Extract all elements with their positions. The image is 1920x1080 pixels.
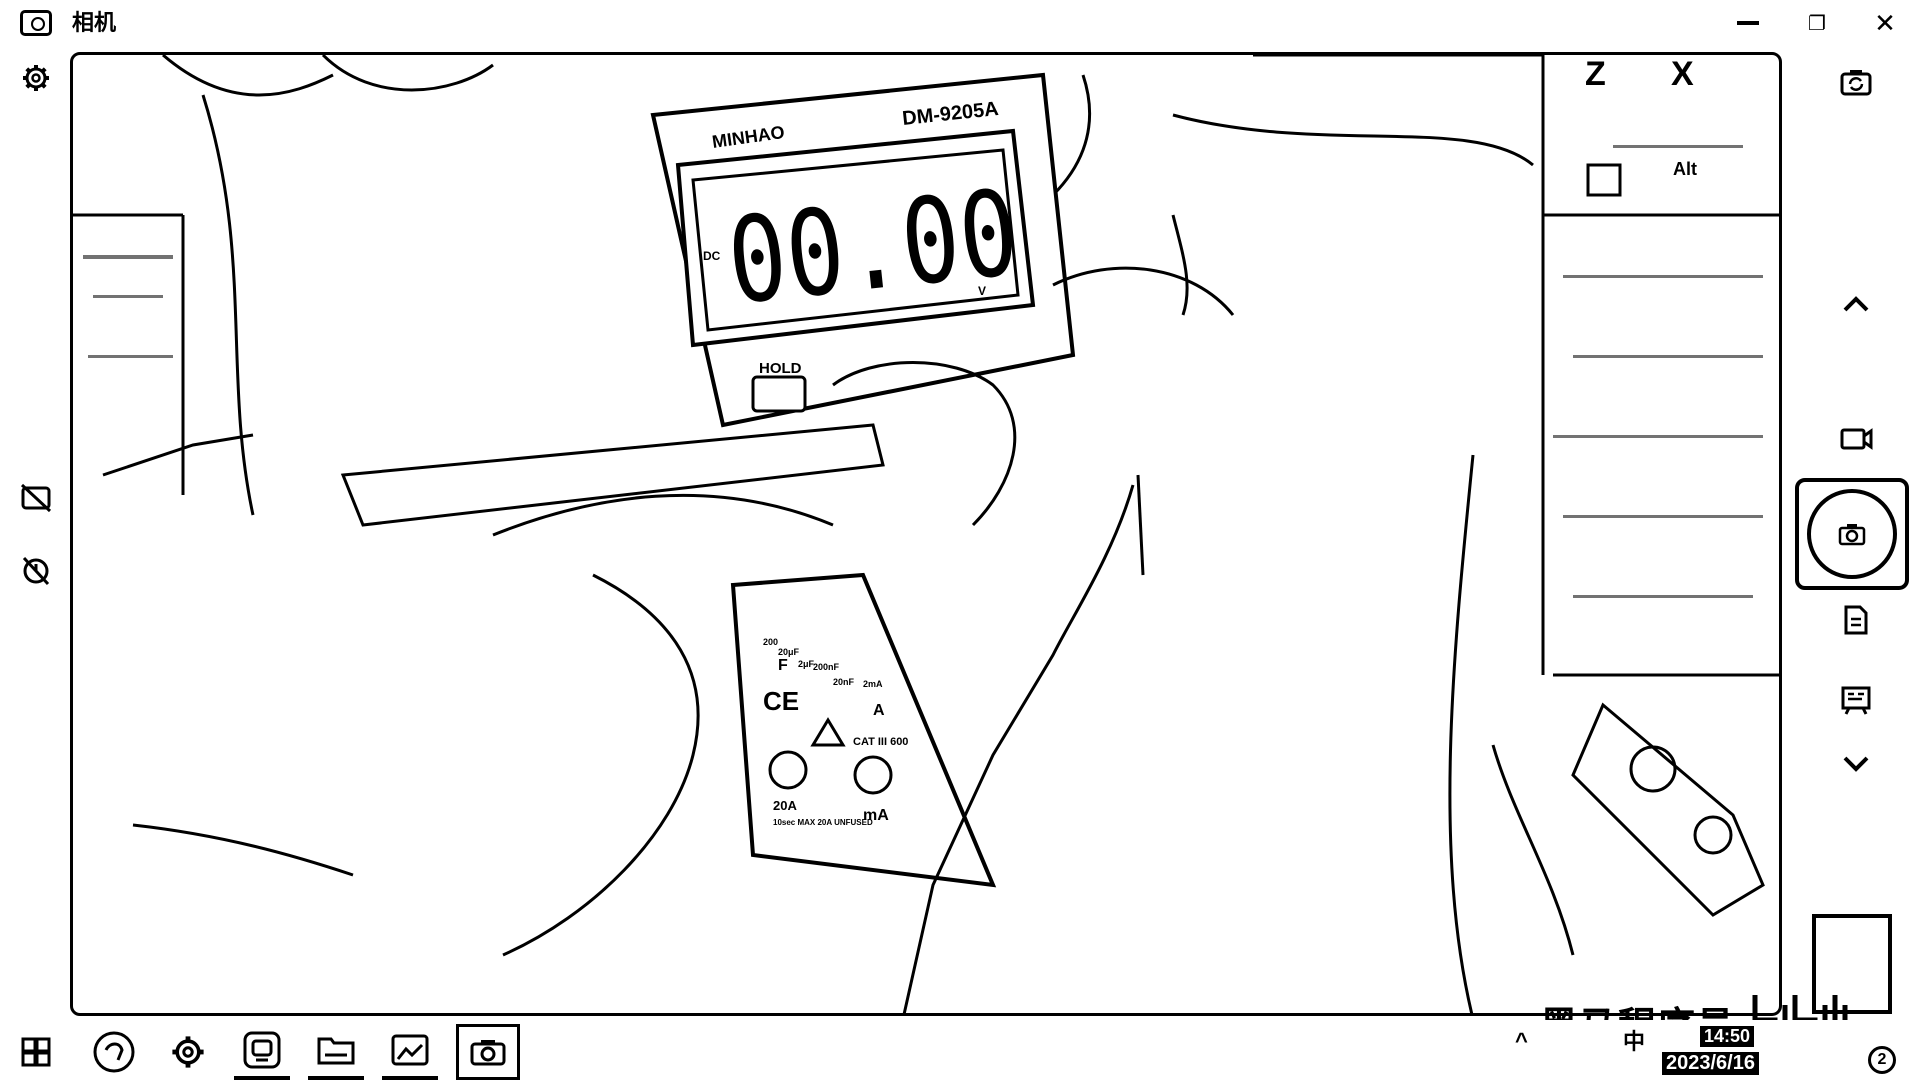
- taskbar-app-photos[interactable]: [382, 1024, 438, 1080]
- photos-icon: [391, 1034, 429, 1066]
- key-z: Z: [1585, 55, 1606, 93]
- meter-200nf-label: 200nF: [813, 662, 840, 672]
- meter-20nf-label: 20nF: [833, 677, 855, 687]
- hdr-off-icon: [20, 483, 52, 513]
- camera-icon: [470, 1040, 506, 1066]
- left-sidebar: [0, 46, 70, 1026]
- chevron-down-icon: [1843, 756, 1869, 772]
- meter-2uf-label: 2μF: [798, 659, 815, 669]
- start-button[interactable]: [8, 1024, 64, 1080]
- chat-icon: [243, 1031, 281, 1069]
- close-button[interactable]: ✕: [1863, 8, 1907, 38]
- document-icon: [1844, 605, 1868, 635]
- scroll-down-button[interactable]: [1838, 746, 1874, 782]
- browser-icon: [93, 1031, 135, 1073]
- settings-button[interactable]: [18, 60, 54, 96]
- windows-icon: [21, 1037, 51, 1067]
- barcode-mode-button[interactable]: [1838, 682, 1874, 718]
- meter-reading: 00.00: [722, 163, 1025, 331]
- video-mode-button[interactable]: [1838, 421, 1874, 457]
- taskbar-app-chat[interactable]: [234, 1024, 290, 1080]
- clock-date[interactable]: 2023/6/16: [1662, 1052, 1759, 1075]
- meter-cat-label: CAT III 600: [853, 736, 908, 748]
- shutter-ring: [1807, 489, 1897, 579]
- document-mode-button[interactable]: [1838, 602, 1874, 638]
- meter-unit-label: V: [978, 284, 986, 298]
- folder-icon: [317, 1037, 355, 1065]
- camera-viewfinder[interactable]: Z X Alt MINHAO DM-9205A 00.00 DC V HOLD …: [70, 52, 1782, 1016]
- timer-off-icon: [22, 556, 50, 586]
- restore-icon: ❐: [1808, 12, 1826, 35]
- notification-badge[interactable]: 2: [1868, 1046, 1896, 1074]
- meter-ce-mark: CE: [763, 686, 799, 716]
- settings-gear-icon: [172, 1036, 204, 1068]
- taskbar: ^ 中: [0, 1020, 1920, 1080]
- title-bar: 相机 ❐ ✕: [0, 0, 1920, 46]
- key-alt: Alt: [1673, 159, 1697, 179]
- key-x: X: [1671, 55, 1694, 93]
- taskbar-app-camera[interactable]: [456, 1024, 520, 1080]
- close-icon: ✕: [1874, 7, 1896, 38]
- meter-20a-label: 20A: [773, 798, 797, 813]
- viewfinder-scene: Z X Alt MINHAO DM-9205A 00.00 DC V HOLD …: [73, 55, 1779, 1013]
- meter-200-label: 200: [763, 637, 778, 647]
- meter-fuse-label: 10sec MAX 20A UNFUSED: [773, 818, 873, 827]
- scroll-up-button[interactable]: [1838, 286, 1874, 322]
- clock-time[interactable]: 14:50: [1700, 1026, 1755, 1047]
- switch-camera-button[interactable]: [1838, 64, 1874, 100]
- meter-ma-label: mA: [863, 807, 889, 824]
- taskbar-app-settings[interactable]: [160, 1024, 216, 1080]
- minimize-button[interactable]: [1726, 8, 1770, 38]
- video-icon: [1840, 428, 1873, 450]
- meter-f-label: F: [778, 657, 788, 674]
- app-title: 相机: [72, 10, 117, 35]
- camera-app-icon: [20, 10, 52, 36]
- meter-20uf-label: 20μF: [778, 647, 800, 657]
- tray-chevron-icon[interactable]: ^: [1515, 1028, 1528, 1053]
- meter-hold-label: HOLD: [759, 360, 802, 377]
- meter-a-label: A: [873, 702, 885, 719]
- maximize-button[interactable]: ❐: [1795, 8, 1839, 38]
- gear-icon: [23, 65, 49, 91]
- meter-dc-label: DC: [703, 249, 721, 263]
- taskbar-app-folder[interactable]: [308, 1024, 364, 1080]
- switch-camera-icon: [1840, 70, 1872, 96]
- minimize-icon: [1737, 21, 1759, 25]
- gallery-thumbnail[interactable]: [1812, 914, 1892, 1014]
- meter-2ma-label: 2mA: [863, 679, 883, 689]
- chevron-up-icon: [1843, 296, 1869, 312]
- right-sidebar: [1790, 46, 1920, 1046]
- timer-toggle-button[interactable]: [18, 552, 54, 588]
- camera-icon: [1838, 524, 1866, 546]
- taskbar-app-browser[interactable]: [86, 1024, 142, 1080]
- ime-indicator[interactable]: 中: [1623, 1029, 1646, 1054]
- barcode-icon: [1841, 686, 1871, 715]
- shutter-button[interactable]: [1795, 478, 1909, 590]
- hdr-toggle-button[interactable]: [18, 480, 54, 516]
